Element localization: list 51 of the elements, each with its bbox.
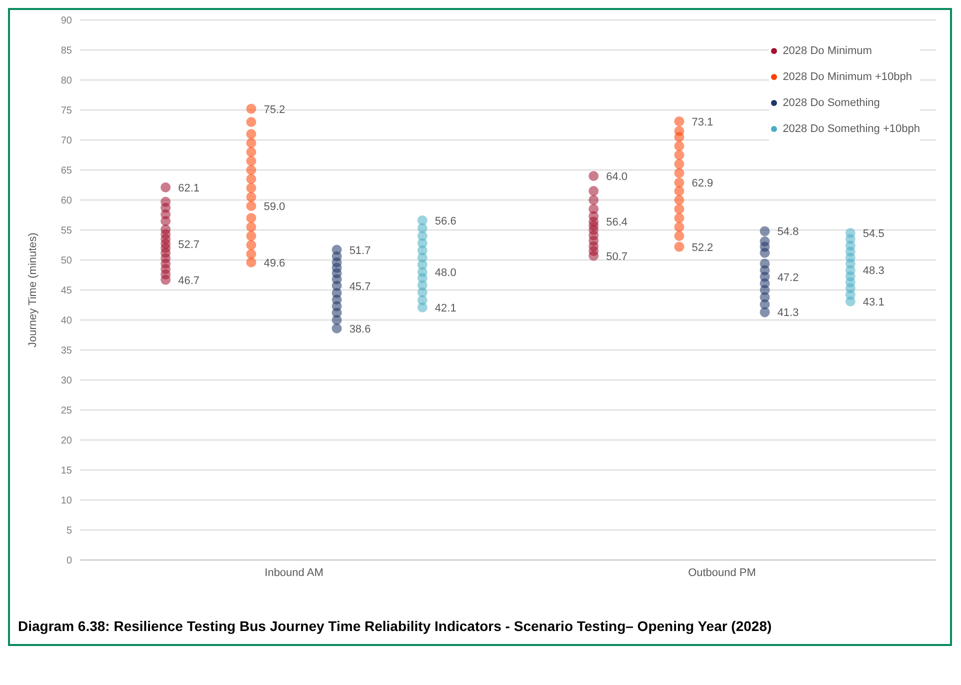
y-tick-label: 70 [60,136,72,147]
y-tick-label: 45 [60,286,72,297]
y-tick-label: 0 [66,556,72,567]
data-label: 52.7 [178,238,200,251]
y-tick-label: 40 [60,316,72,327]
data-label: 56.6 [434,215,456,228]
data-label: 47.2 [777,272,799,284]
y-tick-label: 5 [66,526,72,537]
legend-label: 2028 Do Something +10bph [782,122,920,137]
y-tick-label: 80 [60,76,72,87]
data-label: 42.1 [434,302,456,314]
legend-label: 2028 Do Minimum +10bph [782,70,912,85]
y-tick-label: 65 [60,166,72,177]
data-label: 64.0 [606,171,628,183]
y-tick-label: 20 [60,436,72,447]
text: Diagram 6.38: Resilience Testing Bus Journey Time Reliability Indicators - Scenario Testing– Opening Year (2028) [18,618,773,634]
y-tick-label: 30 [60,376,72,387]
data-label: 59.0 [264,201,286,213]
y-axis-title: Journey Time (minutes) [26,232,39,348]
legend-label: 2028 Do Something [782,96,880,111]
legend-label: 2028 Do Minimum [782,44,872,59]
y-tick-label: 50 [60,256,72,267]
data-label: 75.2 [264,104,286,116]
y-tick-label: 10 [60,496,72,507]
y-tick-label: 35 [60,346,72,357]
data-label: 51.7 [349,244,371,257]
data-label: 62.1 [178,182,200,194]
data-label: 46.7 [178,274,200,287]
y-tick-label: 90 [60,16,72,27]
data-label: 52.2 [692,242,714,254]
y-tick-label: 25 [60,406,72,417]
data-label: 49.6 [264,257,286,270]
x-tick-label: Outbound PM [688,566,756,579]
data-label: 48.3 [862,265,884,278]
data-label: 43.1 [862,296,884,308]
data-label: 38.6 [349,323,371,336]
data-label: 54.5 [862,228,884,240]
data-label: 62.9 [692,178,714,190]
data-label: 41.3 [777,307,799,320]
y-tick-label: 75 [60,106,72,117]
x-tick-label: Inbound AM [264,566,324,579]
y-tick-label: 60 [60,196,72,207]
y-tick-label: 85 [60,46,72,57]
data-label: 56.4 [606,216,628,229]
data-label: 45.7 [349,280,371,293]
data-label: 50.7 [606,250,628,263]
data-label: 48.0 [434,267,456,279]
y-tick-label: 55 [60,226,72,237]
data-label: 54.8 [777,226,799,238]
y-tick-label: 15 [60,466,72,477]
data-label: 73.1 [692,116,714,128]
